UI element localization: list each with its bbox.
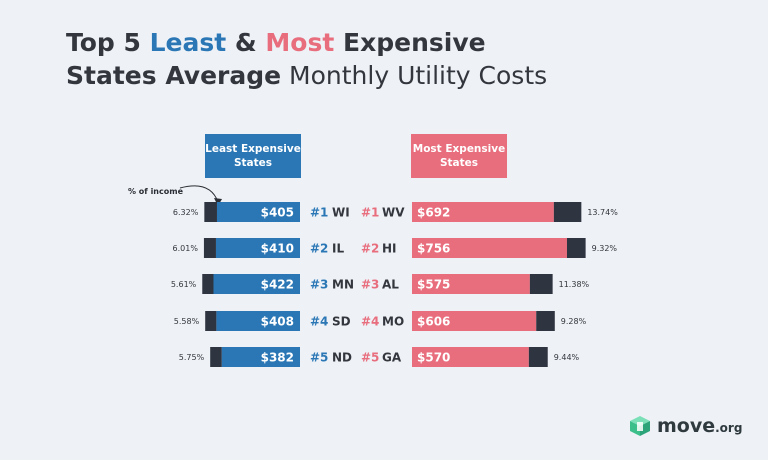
most-state-label: WV	[382, 206, 405, 220]
most-rank-label: #5	[361, 351, 379, 365]
least-value-bar	[215, 238, 300, 258]
title-least: Least	[149, 28, 227, 57]
title-part1: Top 5	[66, 28, 150, 57]
least-value-bar	[216, 311, 300, 331]
least-percent-label: 6.01%	[173, 244, 199, 253]
least-state-label: SD	[332, 315, 351, 329]
logo-suffix: .org	[715, 421, 743, 435]
least-income-bar	[210, 347, 222, 367]
least-income-bar	[202, 274, 214, 294]
least-state-label: WI	[332, 206, 350, 220]
most-value-bar	[412, 274, 530, 294]
least-value-label: $422	[261, 278, 294, 292]
annotation-arrow	[179, 185, 219, 203]
chart-title: Top 5 Least & Most Expensive States Aver…	[66, 26, 547, 92]
title-line2-rest: Monthly Utility Costs	[281, 61, 548, 90]
most-percent-label: 9.28%	[561, 317, 587, 326]
most-income-bar	[529, 274, 553, 294]
most-state-label: GA	[382, 351, 402, 365]
least-income-bar	[203, 238, 216, 258]
most-percent-label: 13.74%	[587, 208, 618, 217]
most-percent-label: 11.38%	[559, 280, 590, 289]
least-state-label: IL	[332, 242, 344, 256]
most-value-label: $570	[417, 351, 450, 365]
move-org-logo: move.org	[628, 414, 742, 438]
most-income-bar	[553, 202, 582, 222]
most-income-bar	[528, 347, 548, 367]
least-state-label: MN	[332, 278, 354, 292]
most-state-label: MO	[382, 315, 404, 329]
least-state-label: ND	[332, 351, 352, 365]
most-rank-label: #3	[361, 278, 379, 292]
most-rank-label: #2	[361, 242, 379, 256]
logo-text: move.org	[657, 415, 742, 437]
least-expensive-header: Least Expensive States	[205, 134, 301, 178]
title-line2-bold: States Average	[66, 61, 282, 90]
logo-main: move	[657, 415, 716, 437]
least-value-label: $405	[261, 206, 294, 220]
cube-logo-icon	[630, 416, 650, 436]
most-income-bar	[536, 311, 555, 331]
least-rank-label: #4	[310, 315, 328, 329]
most-value-label: $692	[417, 206, 450, 220]
most-value-bar	[412, 347, 529, 367]
most-value-label: $575	[417, 278, 450, 292]
least-percent-label: 5.75%	[179, 353, 205, 362]
title-amp: &	[226, 28, 266, 57]
least-value-label: $408	[261, 315, 294, 329]
least-value-bar	[216, 202, 300, 222]
least-income-bar	[204, 202, 217, 222]
least-percent-label: 6.32%	[173, 208, 199, 217]
title-most: Most	[265, 28, 335, 57]
most-value-label: $606	[417, 315, 450, 329]
most-value-bar	[412, 238, 567, 258]
most-state-label: AL	[382, 278, 399, 292]
most-value-bar	[412, 202, 554, 222]
title-part2: Expensive	[334, 28, 486, 57]
percent-of-income-annotation: % of income	[128, 187, 183, 196]
least-rank-label: #2	[310, 242, 328, 256]
most-rank-label: #4	[361, 315, 379, 329]
least-value-bar	[213, 274, 300, 294]
most-percent-label: 9.32%	[592, 244, 618, 253]
most-percent-label: 9.44%	[554, 353, 580, 362]
most-value-bar	[412, 311, 537, 331]
title-line-2: States Average Monthly Utility Costs	[66, 59, 547, 92]
least-rank-label: #5	[310, 351, 328, 365]
most-income-bar	[566, 238, 586, 258]
least-income-bar	[205, 311, 217, 331]
most-state-label: HI	[382, 242, 397, 256]
least-value-bar	[221, 347, 300, 367]
most-value-label: $756	[417, 242, 450, 256]
least-value-label: $382	[261, 351, 294, 365]
least-value-label: $410	[261, 242, 294, 256]
least-rank-label: #3	[310, 278, 328, 292]
most-rank-label: #1	[361, 206, 379, 220]
most-expensive-header: Most Expensive States	[411, 134, 507, 178]
title-line-1: Top 5 Least & Most Expensive	[66, 26, 547, 59]
least-percent-label: 5.58%	[174, 317, 200, 326]
least-percent-label: 5.61%	[171, 280, 197, 289]
least-rank-label: #1	[310, 206, 328, 220]
